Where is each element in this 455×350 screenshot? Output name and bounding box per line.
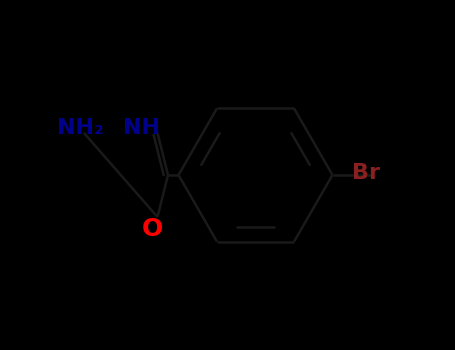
Text: NH₂: NH₂ [57, 118, 104, 138]
Text: Br: Br [352, 163, 380, 183]
Text: O: O [142, 217, 163, 241]
Text: NH: NH [123, 118, 160, 138]
